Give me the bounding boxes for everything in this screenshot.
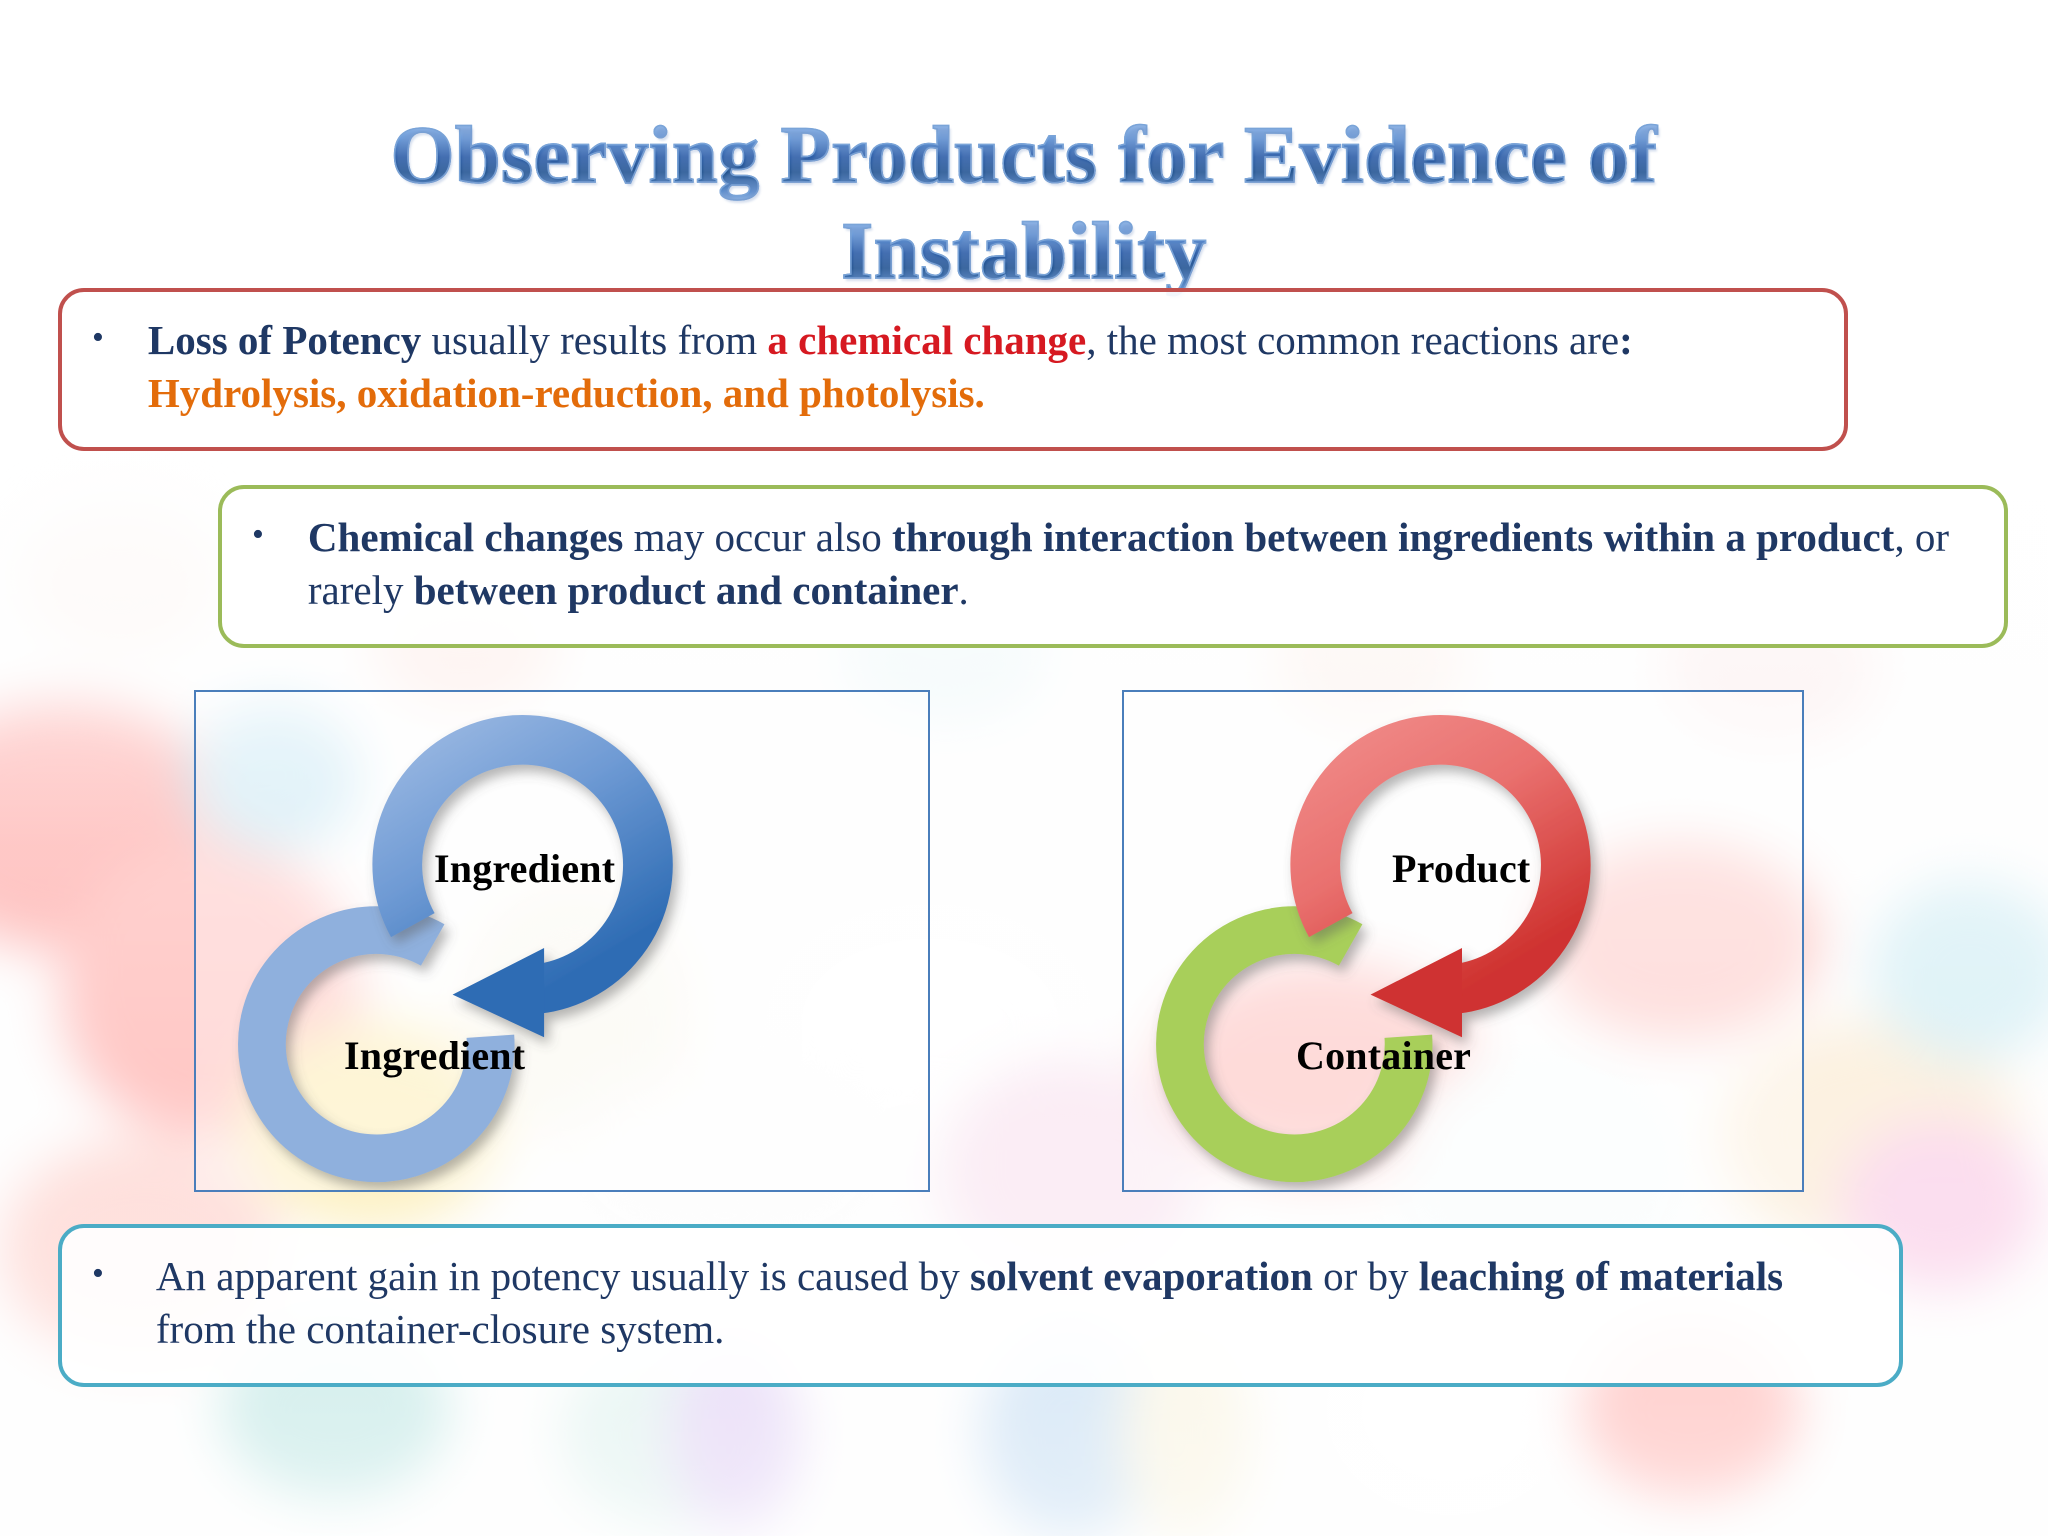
text-run: An apparent gain in potency usually is c… <box>155 1253 971 1299</box>
product-container-interaction-diagram: Product Container <box>1124 692 1802 1190</box>
text-run: . <box>958 567 969 614</box>
callout-green-text: Chemical changes may occur also through … <box>308 511 1970 618</box>
text-run: leaching of materials <box>1418 1253 1784 1299</box>
page-title-line-2: Instability <box>0 203 2048 299</box>
ring-ingredient-bottom <box>238 906 515 1183</box>
text-run: a chemical change <box>767 317 1087 363</box>
ring-product <box>1290 715 1591 1038</box>
text-run: between product and container <box>413 567 959 614</box>
page-title-line-1: Observing Products for Evidence of <box>0 107 2048 203</box>
text-run: Chemical changes <box>307 514 624 560</box>
text-run: , the most common reactions are <box>1086 317 1620 363</box>
diagram-frame-product-container: Product Container <box>1122 690 1804 1192</box>
text-run: through interaction between ingredients … <box>892 514 1895 560</box>
callout-loss-of-potency: • Loss of Potency usually results from a… <box>58 288 1848 451</box>
text-run: , or rarely <box>307 514 1949 614</box>
bullet-glyph: • <box>92 1255 104 1292</box>
callout-teal-text: An apparent gain in potency usually is c… <box>156 1250 1865 1357</box>
callout-chemical-changes: • Chemical changes may occur also throug… <box>218 485 2008 648</box>
diagram-label-product: Product <box>1392 846 1531 891</box>
text-run: or by <box>1312 1253 1419 1299</box>
diagram-frame-ingredients: Ingredient Ingredient <box>194 690 930 1192</box>
bullet-glyph: • <box>92 319 104 356</box>
diagram-label-ingredient-bottom: Ingredient <box>344 1033 526 1078</box>
diagram-label-ingredient-top: Ingredient <box>434 846 616 891</box>
callout-apparent-gain: • An apparent gain in potency usually is… <box>58 1224 1903 1387</box>
page-title: Observing Products for Evidence of Insta… <box>0 107 2048 299</box>
diagram-label-container: Container <box>1296 1033 1472 1078</box>
ring-container <box>1156 906 1433 1183</box>
text-run: Loss of Potency <box>147 317 422 363</box>
ingredient-interaction-diagram: Ingredient Ingredient <box>196 692 928 1190</box>
text-run: from the container-closure system. <box>155 1306 725 1353</box>
text-run: Hydrolysis, oxidation-reduction, and pho… <box>147 370 985 417</box>
callout-red-text: Loss of Potency usually results from a c… <box>148 314 1810 421</box>
ring-ingredient-top <box>372 715 673 1038</box>
text-run: solvent evaporation <box>970 1253 1313 1299</box>
bullet-glyph: • <box>252 516 264 553</box>
text-run: usually results from <box>421 317 768 363</box>
text-run: : <box>1619 317 1633 363</box>
text-run: may occur also <box>623 514 893 560</box>
